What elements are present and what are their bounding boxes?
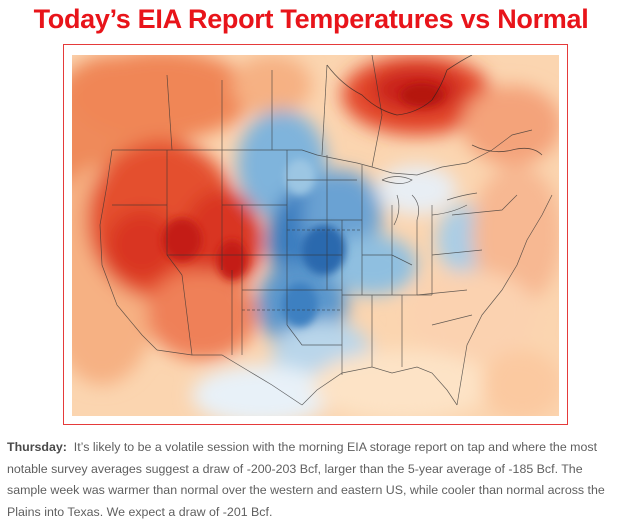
- boundary-lines: [99, 55, 553, 406]
- map-frame: [63, 44, 568, 425]
- caption-lead: Thursday:: [7, 440, 67, 454]
- hudson-bay-coast: [326, 55, 543, 156]
- report-caption: Thursday: It’s likely to be a volatile s…: [7, 437, 619, 523]
- temperature-anomaly-map: [72, 55, 559, 416]
- page-title: Today’s EIA Report Temperatures vs Norma…: [33, 4, 589, 34]
- caption-text: It’s likely to be a volatile session wit…: [7, 440, 605, 519]
- anomaly-detail: [162, 83, 444, 327]
